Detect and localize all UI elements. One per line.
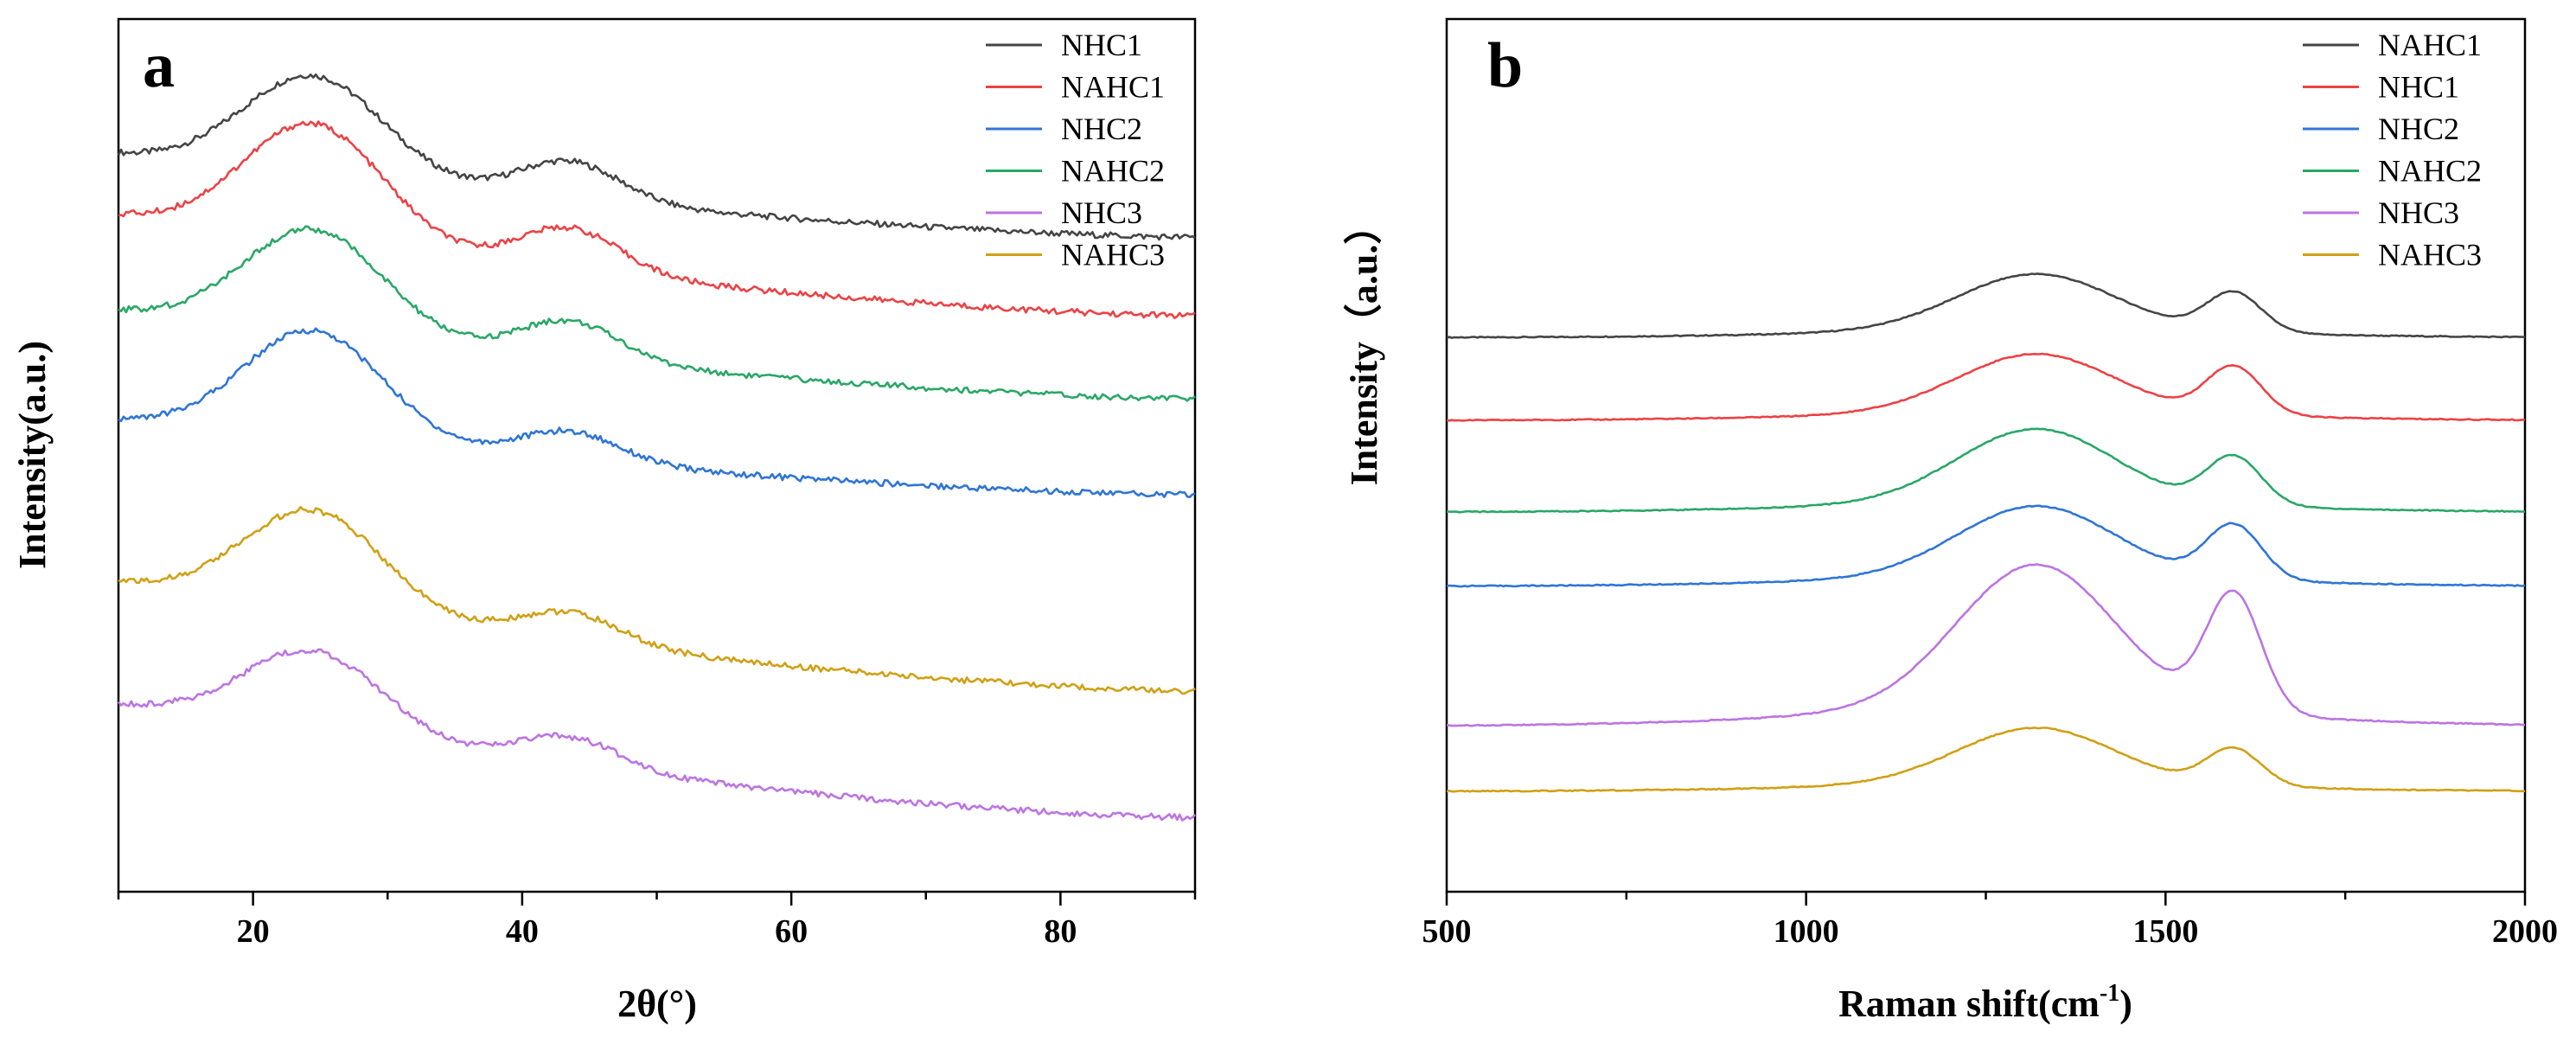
panel-b-x-axis-title-end: ) <box>2119 983 2132 1025</box>
b-x-tick-label: 1000 <box>1774 913 1839 950</box>
panel-b-y-axis-title: Intensity（a.u.） <box>1343 207 1385 486</box>
b-legend-label: NAHC3 <box>2378 238 2482 272</box>
panel-b-x-axis-title: Raman shift(cm-1) <box>1838 980 2132 1025</box>
panel-b-label: b <box>1487 30 1523 101</box>
panel-b-x-axis-title-sup: -1 <box>2100 980 2119 1007</box>
b-x-tick-label: 1500 <box>2132 913 2198 950</box>
b-series-nhc3 <box>1446 563 2526 727</box>
a-legend-label: NAHC1 <box>1061 70 1165 105</box>
panel-b-plot-frame <box>1445 17 2527 893</box>
b-x-tick-label: 2000 <box>2492 913 2558 950</box>
panel-b-series-group <box>1446 272 2526 793</box>
a-legend-label: NHC2 <box>1061 112 1142 146</box>
a-series-nhc3 <box>117 648 1196 822</box>
panel-b-ticks-group: 500 1000 1500 2000 <box>1422 892 2558 950</box>
panel-a-ticks-group: 20 40 60 80 <box>117 892 1197 950</box>
a-series-nahc1 <box>118 120 1196 320</box>
b-series-nahc1 <box>1446 272 2526 339</box>
b-series-nahc2 <box>1446 427 2526 514</box>
b-series-nahc3 <box>1446 727 2525 793</box>
panel-a-series-group <box>117 73 1196 822</box>
a-legend-label: NAHC3 <box>1061 238 1165 272</box>
a-series-nhc2 <box>118 327 1196 498</box>
a-legend-label: NHC3 <box>1061 195 1142 230</box>
a-legend-label: NAHC2 <box>1061 154 1165 189</box>
a-x-tick-label: 60 <box>775 913 808 950</box>
panel-a-y-axis-title: Intensity(a.u.) <box>11 341 54 569</box>
panel-a-label: a <box>143 30 175 101</box>
a-x-tick-label: 40 <box>506 913 539 950</box>
panel-a-x-axis-title: 2θ(°) <box>617 983 697 1025</box>
panel-b-legend: NAHC1 NHC1 NHC2 NAHC2 NHC3 NAHC3 <box>2303 28 2482 272</box>
a-x-tick-label: 80 <box>1044 913 1077 950</box>
panel-a-legend: NHC1 NAHC1 NHC2 NAHC2 NHC3 NAHC3 <box>986 28 1165 272</box>
a-x-tick-label: 20 <box>237 913 270 950</box>
b-x-tick-label: 500 <box>1422 913 1472 950</box>
b-legend-label: NAHC2 <box>2378 154 2482 189</box>
a-series-nahc3 <box>118 506 1196 695</box>
b-legend-label: NHC1 <box>2378 70 2459 105</box>
panel-b-x-axis-title-main: Raman shift(cm <box>1838 983 2100 1025</box>
panel-b-raman: 500 1000 1500 2000 b NAHC1 NHC1 NHC2 NAHC2 NHC3… <box>1343 17 2558 1025</box>
b-legend-label: NHC3 <box>2378 195 2459 230</box>
b-series-nhc1 <box>1446 352 2526 422</box>
panel-a-xrd: 20 40 60 80 a NHC1 NAHC1 NHC2 NAHC2 NHC3 NAHC3 2… <box>11 17 1197 1025</box>
a-legend-label: NHC1 <box>1061 28 1142 62</box>
b-series-nhc2 <box>1446 504 2526 588</box>
a-series-nhc1 <box>117 73 1196 241</box>
b-legend-label: NHC2 <box>2378 112 2459 146</box>
b-legend-label: NAHC1 <box>2378 28 2482 62</box>
panel-a-plot-frame <box>117 17 1197 893</box>
a-series-nahc2 <box>118 225 1196 402</box>
